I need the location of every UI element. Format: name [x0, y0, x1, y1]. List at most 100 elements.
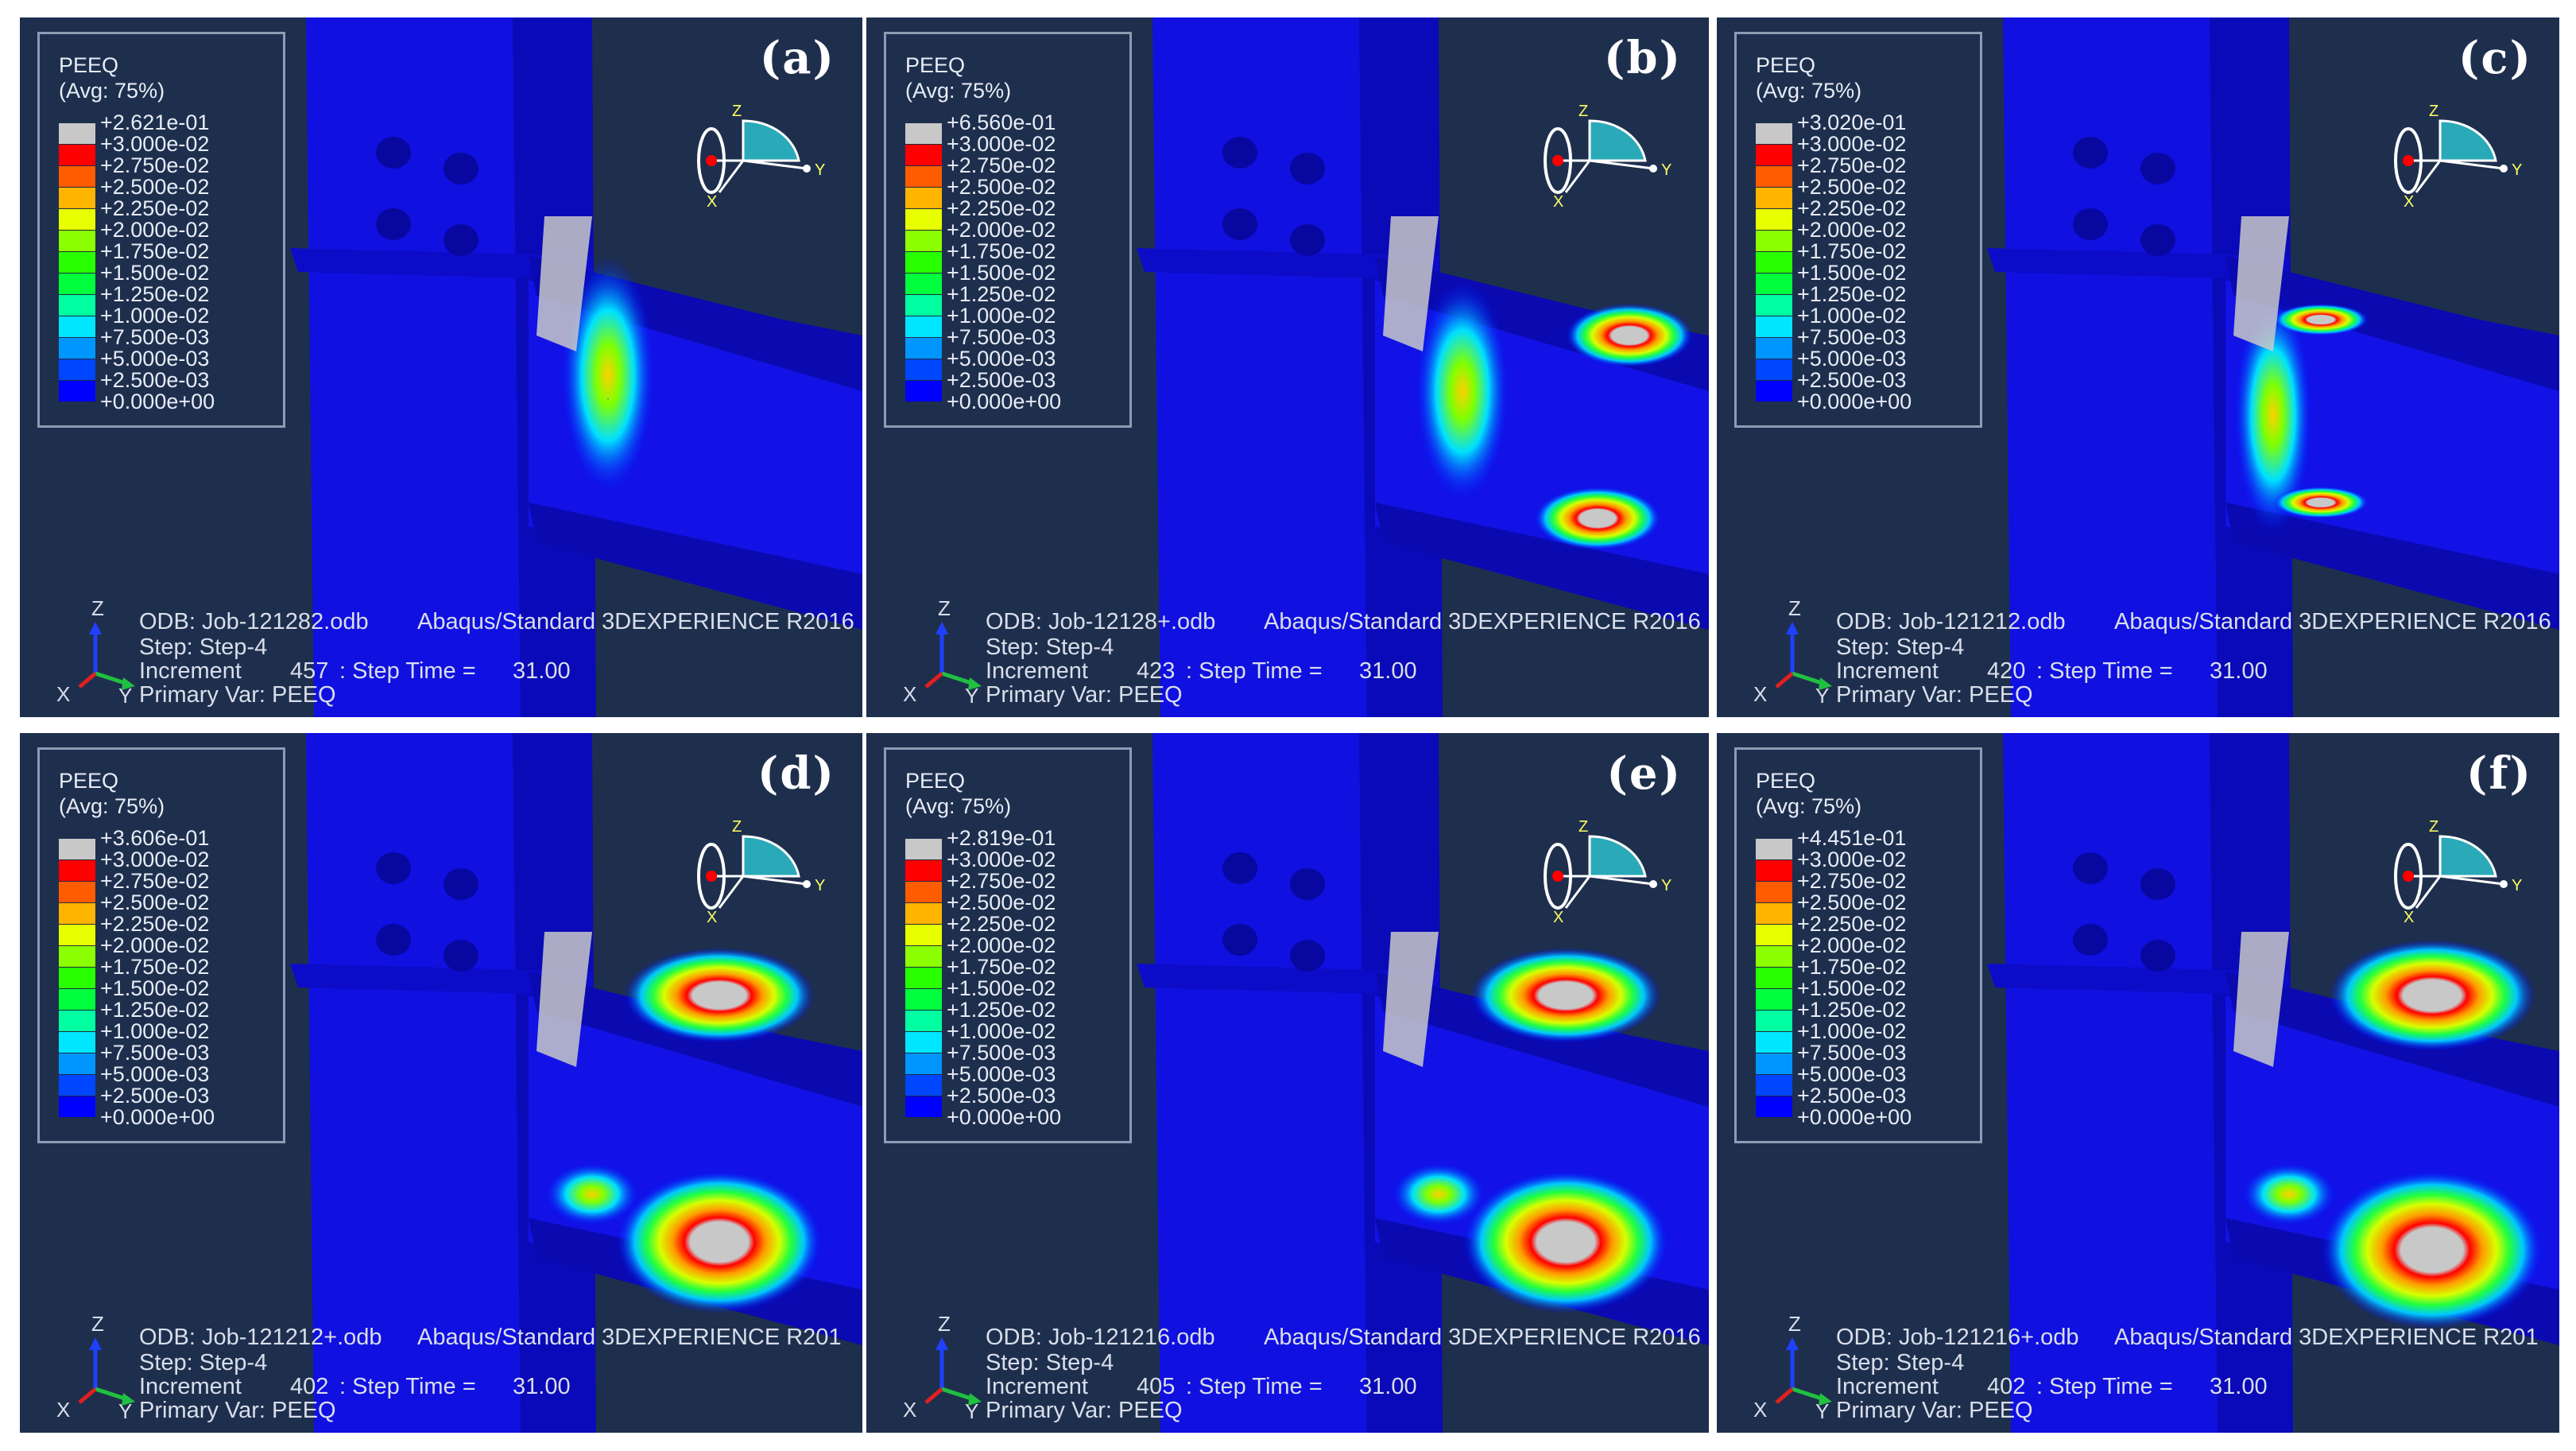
legend-value: +3.000e-02	[947, 132, 1056, 156]
solver-version: Abaqus/Standard 3DEXPERIENCE R2016	[417, 609, 854, 634]
legend-value: +2.750e-02	[947, 153, 1056, 177]
legend-color-bar	[59, 123, 95, 402]
bolt-hole	[1290, 868, 1325, 900]
legend-swatch	[1756, 231, 1792, 252]
legend-swatch	[59, 166, 95, 188]
legend-value: +1.500e-02	[947, 261, 1056, 285]
legend-swatch	[905, 1011, 942, 1032]
legend-swatch	[905, 166, 942, 188]
panel-label: (b)	[1603, 32, 1682, 84]
legend-swatch	[905, 209, 942, 231]
contour-panel-a: PEEQ (Avg: 75%) +2.621e-01 +3.000e-02 +2.7…	[20, 17, 862, 717]
solver-version: Abaqus/Standard 3DEXPERIENCE R2016	[1264, 1325, 1701, 1350]
legend-value: +7.500e-03	[100, 1041, 210, 1065]
svg-text:Z: Z	[938, 598, 951, 620]
legend-value: +1.000e-02	[947, 1019, 1056, 1043]
legend-swatch	[1756, 316, 1792, 338]
step-time-value: 31.00	[1359, 1374, 1417, 1399]
coordinate-triad-icon: Z X Y	[56, 1313, 135, 1423]
legend-swatch	[1756, 903, 1792, 925]
view-orientation-icon[interactable]: Z X Y	[680, 105, 839, 216]
odb-name: ODB: Job-121216.odb	[986, 1325, 1215, 1350]
step-name: Step: Step-4	[139, 634, 268, 660]
svg-text:X: X	[1553, 909, 1563, 926]
contour-panel-c: PEEQ (Avg: 75%) +3.020e-01 +3.000e-02 +2.7…	[1717, 17, 2559, 717]
legend-value: +1.500e-02	[100, 261, 210, 285]
legend-value: +2.250e-02	[947, 196, 1056, 220]
step-time-value: 31.00	[2210, 658, 2268, 684]
svg-text:Y: Y	[815, 161, 825, 179]
step-time-label: : Step Time =	[339, 658, 476, 684]
legend-value: +3.000e-02	[947, 848, 1056, 871]
legend-value: +2.000e-02	[947, 933, 1056, 957]
contour-legend: PEEQ (Avg: 75%) +2.819e-01 +3.000e-02 +2.7…	[884, 747, 1132, 1143]
svg-text:Z: Z	[2429, 105, 2438, 120]
column-flange	[306, 733, 521, 1433]
view-orientation-icon[interactable]: Z X Y	[1526, 105, 1685, 216]
legend-averaging: (Avg: 75%)	[905, 794, 1012, 818]
fe-model-view	[20, 17, 862, 717]
step-time-label: : Step Time =	[339, 1374, 476, 1399]
increment-value: 402	[290, 1374, 329, 1399]
svg-text:X: X	[707, 909, 717, 926]
svg-text:Y: Y	[118, 1399, 132, 1423]
legend-swatch	[905, 274, 942, 295]
legend-value: +1.000e-02	[1797, 1019, 1907, 1043]
contour-panel-d: PEEQ (Avg: 75%) +3.606e-01 +3.000e-02 +2.7…	[20, 733, 862, 1433]
primary-variable: Primary Var: PEEQ	[1836, 682, 2033, 708]
legend-swatch	[1756, 1075, 1792, 1096]
plastic-strain-zone	[2273, 487, 2369, 518]
legend-averaging: (Avg: 75%)	[59, 79, 165, 103]
step-name: Step: Step-4	[986, 1350, 1114, 1375]
solver-version: Abaqus/Standard 3DEXPERIENCE R201	[417, 1325, 842, 1350]
plastic-strain-zone	[1470, 948, 1661, 1043]
legend-value: +2.750e-02	[1797, 153, 1907, 177]
svg-text:Y: Y	[2512, 161, 2522, 179]
legend-value: +2.000e-02	[1797, 218, 1907, 242]
legend-value: +1.000e-02	[947, 304, 1056, 328]
legend-values: +3.020e-01 +3.000e-02 +2.750e-02 +2.500e-02…	[1797, 112, 1912, 413]
plastic-strain-zone	[2273, 304, 2369, 336]
svg-text:Z: Z	[732, 821, 742, 836]
legend-value: +5.000e-03	[100, 347, 210, 371]
svg-text:X: X	[56, 1398, 70, 1422]
view-orientation-icon[interactable]: Z X Y	[2377, 821, 2535, 932]
column-flange	[1152, 17, 1367, 717]
legend-swatch	[905, 946, 942, 968]
end-plate-yield	[1383, 932, 1439, 1067]
view-orientation-icon[interactable]: Z X Y	[1526, 821, 1685, 932]
legend-value: +7.500e-03	[100, 325, 210, 349]
svg-text:X: X	[56, 682, 70, 706]
legend-value: +2.500e-02	[947, 175, 1056, 199]
contour-panel-f: PEEQ (Avg: 75%) +4.451e-01 +3.000e-02 +2.7…	[1717, 733, 2559, 1433]
legend-swatch	[1756, 252, 1792, 274]
bolt-hole	[444, 940, 478, 972]
legend-color-bar	[905, 123, 942, 402]
svg-text:Z: Z	[91, 598, 104, 620]
legend-value: +0.000e+00	[947, 1105, 1062, 1129]
increment-label: Increment	[986, 658, 1088, 684]
odb-name: ODB: Job-121212+.odb	[139, 1325, 382, 1350]
legend-value: +1.250e-02	[1797, 998, 1907, 1022]
bolt-hole	[2140, 868, 2175, 900]
primary-variable: Primary Var: PEEQ	[1836, 1398, 2033, 1423]
legend-value: +6.560e-01	[947, 111, 1056, 134]
step-time-value: 31.00	[1359, 658, 1417, 684]
legend-swatch	[59, 946, 95, 968]
legend-value: +2.250e-02	[1797, 196, 1907, 220]
legend-color-bar	[905, 839, 942, 1118]
column-flange	[306, 17, 521, 717]
solver-version: Abaqus/Standard 3DEXPERIENCE R201	[2114, 1325, 2539, 1350]
plastic-strain-zone	[1566, 304, 1693, 367]
view-orientation-icon[interactable]: Z X Y	[2377, 105, 2535, 216]
increment-value: 457	[290, 658, 329, 684]
legend-swatch	[59, 903, 95, 925]
legend-title: PEEQ	[59, 53, 119, 77]
view-orientation-icon[interactable]: Z X Y	[680, 821, 839, 932]
legend-value: +2.500e-03	[947, 1084, 1056, 1108]
step-name: Step: Step-4	[139, 1350, 268, 1375]
legend-title: PEEQ	[1756, 53, 1816, 77]
legend-value: +0.000e+00	[100, 1105, 215, 1129]
svg-text:Y: Y	[965, 1399, 978, 1423]
legend-swatch	[1756, 209, 1792, 231]
